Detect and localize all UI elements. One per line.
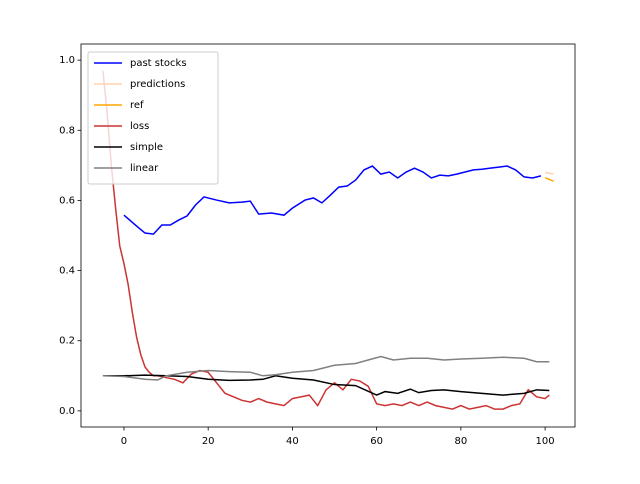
x-tick-label: 60 <box>370 436 383 447</box>
legend-box <box>87 51 219 185</box>
legend-label: loss <box>130 121 149 132</box>
legend: past stocks predictions ref loss simple linea… <box>87 51 219 185</box>
legend-label: ref <box>130 100 144 111</box>
x-tick-label: 0 <box>121 436 127 447</box>
y-tick-label: 0.0 <box>59 406 75 417</box>
legend-label: linear <box>130 163 159 174</box>
series-line <box>123 165 542 235</box>
y-tick-label: 0.2 <box>59 336 75 347</box>
series-line <box>544 171 554 175</box>
x-tick-label: 40 <box>286 436 299 447</box>
legend-label: predictions <box>130 79 185 90</box>
x-tick-label: 100 <box>536 436 555 447</box>
x-tick-label: 80 <box>455 436 468 447</box>
y-tick-label: 0.6 <box>59 195 75 206</box>
series-line <box>102 374 550 396</box>
series-line <box>102 355 550 381</box>
y-tick-label: 1.0 <box>59 55 75 66</box>
y-tick-label: 0.8 <box>59 125 75 136</box>
legend-label: past stocks <box>130 58 187 69</box>
x-tick-label: 20 <box>202 436 215 447</box>
series-line <box>102 70 550 410</box>
series-line <box>544 176 554 182</box>
legend-label: simple <box>130 142 163 153</box>
plot-frame <box>80 43 576 428</box>
y-tick-label: 0.4 <box>59 266 75 277</box>
